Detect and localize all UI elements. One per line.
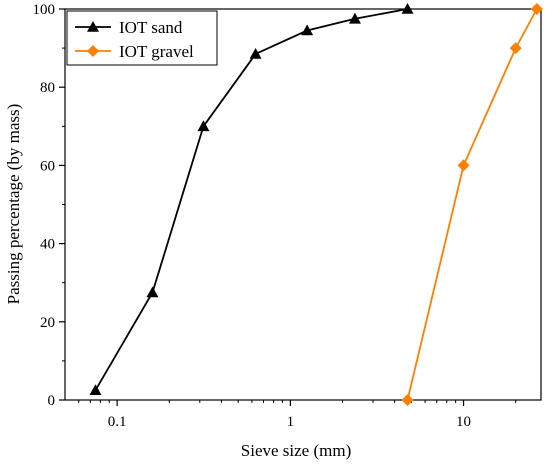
- data-point-iot-sand: [249, 47, 262, 59]
- data-point-iot-gravel: [530, 3, 543, 15]
- data-point-iot-sand: [89, 384, 102, 396]
- x-tick-label: 10: [456, 414, 471, 430]
- legend-label-iot-gravel: IOT gravel: [119, 42, 194, 61]
- data-point-iot-sand: [197, 120, 210, 132]
- series-line-iot-sand: [94, 8, 408, 391]
- legend-marker-iot-gravel: [87, 45, 99, 57]
- legend: IOT sand IOT gravel: [66, 10, 218, 66]
- data-point-iot-gravel: [401, 394, 414, 406]
- data-point-iot-sand: [146, 286, 159, 298]
- series-iot-gravel: [401, 3, 543, 406]
- data-point-iot-sand: [348, 12, 361, 24]
- y-tick-label: 80: [40, 80, 55, 96]
- y-tick-label: 40: [40, 237, 55, 253]
- y-tick-label: 0: [48, 393, 56, 409]
- x-tick-label: 0.1: [108, 414, 127, 430]
- legend-marker-iot-sand: [87, 21, 99, 32]
- data-point-iot-gravel: [457, 159, 470, 172]
- plot-frame: [64, 8, 542, 401]
- x-axis-label: Sieve size (mm): [241, 441, 351, 460]
- y-tick-label: 20: [40, 315, 55, 331]
- plot-frame-group: [64, 8, 542, 401]
- data-point-iot-sand: [301, 24, 314, 36]
- axis-ticks-group: 0 20 40 60 80 100 0.1 1 10: [33, 2, 517, 430]
- y-tick-label: 100: [33, 2, 56, 18]
- data-point-iot-gravel: [509, 42, 522, 55]
- y-tick-label: 60: [40, 158, 55, 174]
- series-group: [89, 3, 543, 406]
- series-line-iot-gravel: [406, 8, 538, 401]
- series-iot-sand: [89, 3, 414, 396]
- legend-label-iot-sand: IOT sand: [119, 18, 183, 37]
- data-point-iot-sand: [401, 3, 414, 14]
- y-axis-label: Passing percentage (by mass): [4, 104, 23, 305]
- x-tick-label: 1: [287, 414, 295, 430]
